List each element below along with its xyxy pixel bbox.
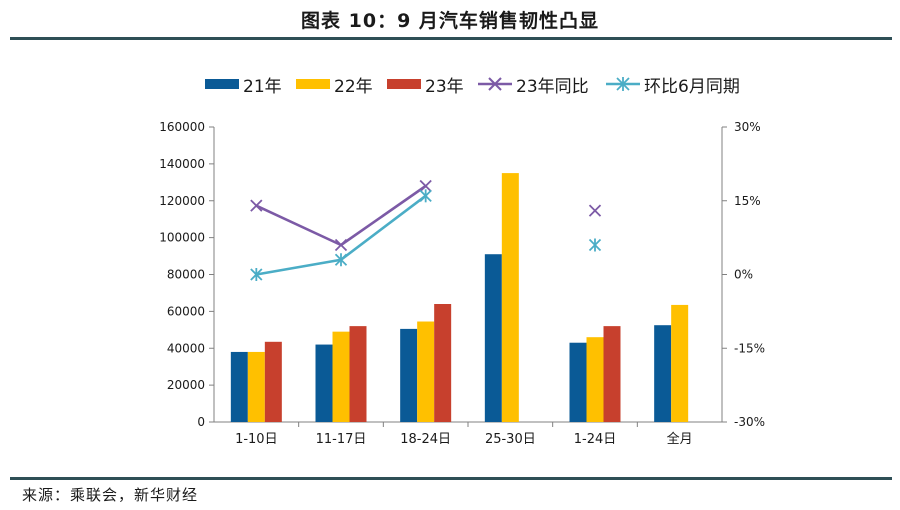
point-23年同比 [588, 204, 602, 217]
y-right-tick-label: -30% [734, 415, 765, 429]
bar-21年 [569, 342, 587, 422]
legend-label-21: 21年 [243, 76, 282, 97]
y-left-tick-label: 140000 [159, 157, 205, 171]
legend-marker-yoy [478, 77, 512, 91]
bar-22年 [417, 321, 435, 422]
x-tick-label: 全月 [667, 431, 693, 447]
legend-item-21: 21年 [205, 71, 282, 97]
x-tick-label: 11-17日 [316, 432, 367, 447]
bar-23年 [349, 326, 367, 422]
bar-23年 [434, 304, 452, 422]
y-left-tick-label: 60000 [167, 304, 205, 318]
legend-item-23: 23年 [387, 71, 464, 97]
bar-22年 [671, 304, 689, 422]
bar-22年 [501, 173, 519, 422]
y-left-tick-label: 40000 [167, 341, 205, 355]
legend-label-yoy: 23年同比 [516, 76, 589, 97]
legend-item-22: 22年 [296, 71, 373, 97]
y-left-tick-label: 80000 [167, 268, 205, 282]
y-left-tick-label: 160000 [159, 120, 205, 134]
legend-item-yoy: 23年同比 [478, 71, 589, 97]
x-tick-label: 1-24日 [574, 432, 617, 447]
bar-21年 [400, 328, 418, 422]
point-23年同比 [419, 179, 432, 193]
point-环比6月同期 [419, 189, 432, 203]
bottom-divider [10, 477, 892, 480]
source-note: 来源：乘联会，新华财经 [22, 486, 199, 504]
y-left-tick-label: 20000 [167, 378, 205, 392]
y-right-tick-label: 30% [734, 120, 761, 134]
point-23年同比 [250, 199, 263, 212]
bar-22年 [247, 351, 265, 422]
bar-21年 [484, 254, 502, 422]
y-left-tick-label: 0 [197, 415, 205, 429]
x-tick-label: 25-30日 [485, 432, 536, 447]
y-right-tick-label: -15% [734, 341, 765, 355]
bar-23年 [264, 341, 282, 422]
point-23年同比 [334, 238, 348, 252]
bar-23年 [603, 326, 621, 422]
y-right-tick-label: 15% [734, 194, 761, 208]
point-环比6月同期 [250, 268, 263, 281]
bar-22年 [586, 337, 604, 422]
point-环比6月同期 [334, 253, 348, 267]
bar-21年 [654, 325, 672, 422]
x-tick-label: 18-24日 [400, 432, 451, 447]
legend-label-23: 23年 [425, 76, 464, 97]
y-left-tick-label: 120000 [159, 194, 205, 208]
legend-swatch-21 [205, 79, 239, 89]
legend-marker-mom [606, 77, 640, 91]
legend-item-mom: 环比6月同期 [606, 71, 740, 97]
legend-swatch-22 [296, 79, 330, 89]
bar-22年 [332, 331, 350, 422]
y-right-tick-label: 0% [734, 268, 753, 282]
legend-label-mom: 环比6月同期 [644, 76, 740, 97]
legend-label-22: 22年 [334, 76, 373, 97]
x-tick-label: 1-10日 [235, 432, 278, 447]
bar-21年 [230, 351, 248, 422]
chart-title: 图表 10：9 月汽车销售韧性凸显 [301, 10, 599, 32]
y-left-tick-label: 100000 [159, 231, 205, 245]
legend: 21年 22年 23年 23年同比 环比6月同期 [0, 71, 900, 97]
point-环比6月同期 [588, 238, 602, 252]
bar-21年 [315, 344, 333, 422]
top-divider [10, 37, 892, 40]
legend-swatch-23 [387, 79, 421, 89]
